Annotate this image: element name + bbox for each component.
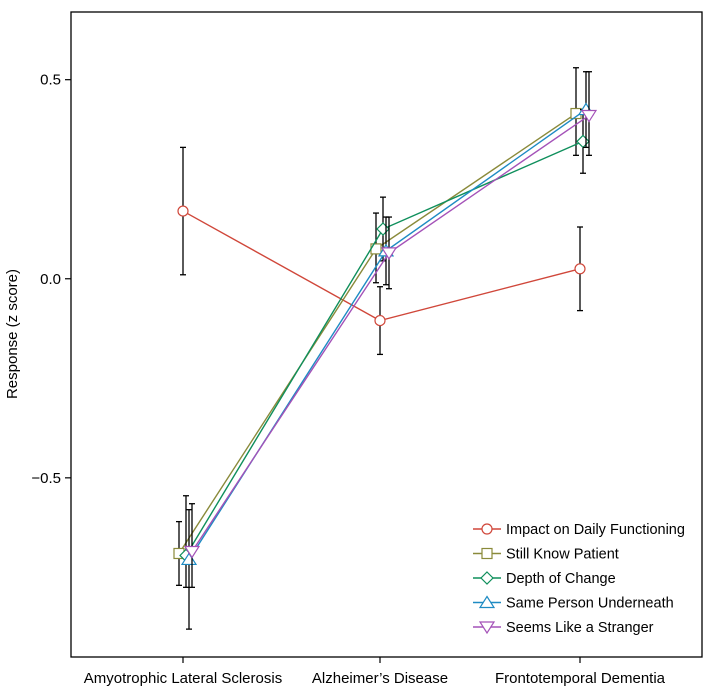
data-point <box>580 109 598 123</box>
legend-marker <box>478 595 496 609</box>
y-tick-label: −0.5 <box>31 470 61 487</box>
data-point <box>380 247 398 260</box>
legend-item: Seems Like a Stranger <box>473 620 654 636</box>
series-depth-of-change <box>179 108 590 588</box>
x-tick-label: Alzheimer’s Disease <box>312 670 448 687</box>
legend-marker <box>480 571 494 585</box>
legend-marker <box>478 621 496 635</box>
legend-item: Same Person Underneath <box>473 595 674 612</box>
plot-frame <box>70 11 703 658</box>
legend-marker <box>481 547 493 560</box>
series-line <box>178 112 577 554</box>
legend-label: Impact on Daily Functioning <box>506 522 685 538</box>
legend-label: Same Person Underneath <box>506 596 674 612</box>
data-point <box>376 222 390 236</box>
data-point <box>574 263 586 275</box>
series-line <box>191 114 590 552</box>
series-layer <box>173 67 598 630</box>
data-point <box>183 545 201 559</box>
legend-marker <box>481 523 493 535</box>
series-line <box>185 140 584 556</box>
y-axis-label: Response (z score) <box>4 269 21 399</box>
legend-label: Depth of Change <box>506 571 616 587</box>
x-tick-label: Frontotemporal Dementia <box>495 670 666 687</box>
series-impact-on-daily-functioning <box>177 146 586 356</box>
y-tick-label: 0.5 <box>40 72 61 89</box>
legend-label: Still Know Patient <box>506 547 619 563</box>
y-tick-label: 0.0 <box>40 271 61 288</box>
data-point <box>576 134 590 149</box>
series-still-know-patient <box>173 67 582 586</box>
legend-item: Still Know Patient <box>473 547 619 563</box>
y-axis: −0.5 0.0 0.5 <box>31 72 71 487</box>
legend: Impact on Daily Functioning Still Know Pa… <box>473 522 685 636</box>
series-seems-like-a-stranger <box>183 71 598 588</box>
data-point <box>177 205 189 217</box>
legend-item: Depth of Change <box>473 571 616 587</box>
legend-item: Impact on Daily Functioning <box>473 522 685 538</box>
x-tick-label: Amyotrophic Lateral Sclerosis <box>84 670 282 687</box>
series-line <box>188 108 587 560</box>
data-point <box>374 314 386 327</box>
x-axis: Amyotrophic Lateral Sclerosis Alzheimer’s… <box>84 657 666 687</box>
legend-label: Seems Like a Stranger <box>506 620 654 636</box>
